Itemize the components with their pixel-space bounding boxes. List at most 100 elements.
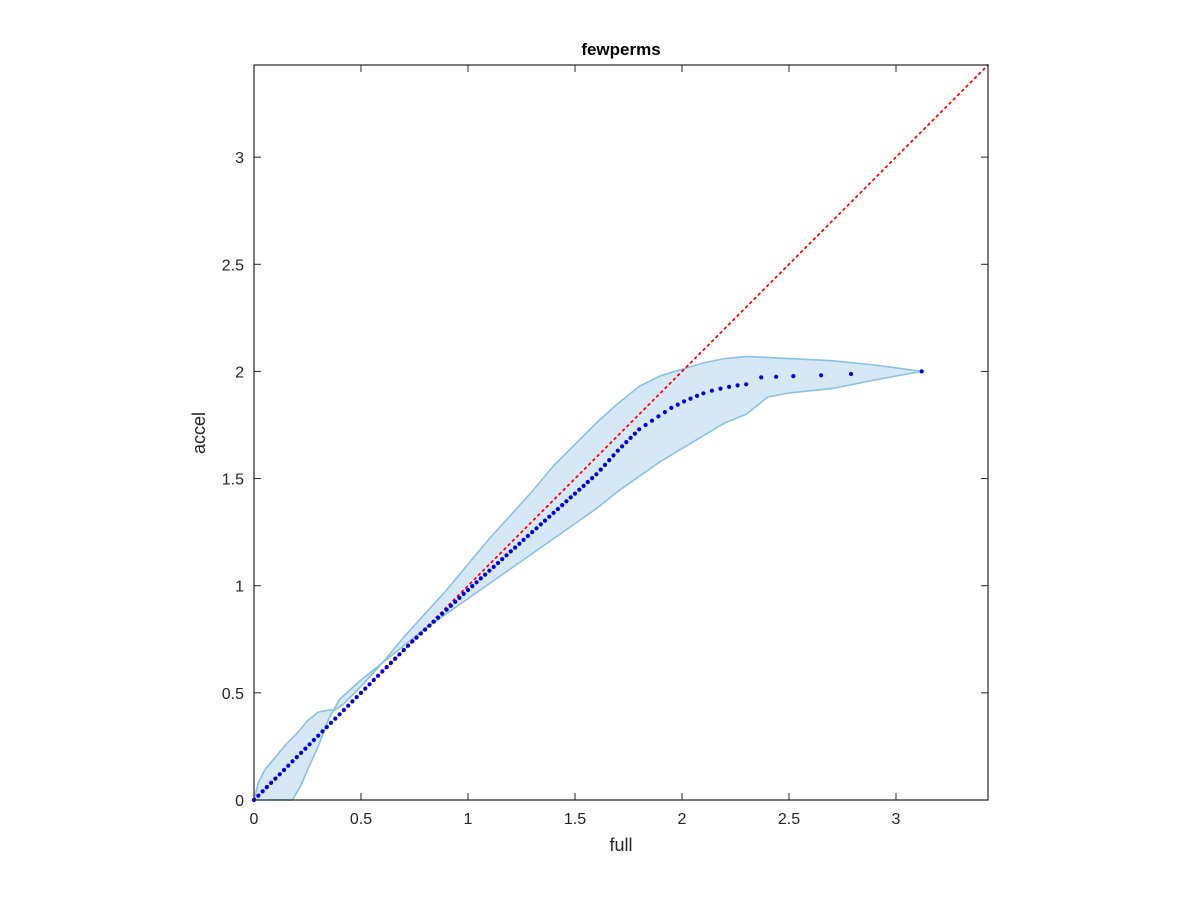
data-point bbox=[759, 375, 764, 380]
x-axis-ticks: 0 0.5 1 1.5 2 2.5 3 bbox=[250, 65, 901, 828]
data-point bbox=[440, 611, 445, 616]
data-point bbox=[560, 503, 565, 508]
data-point bbox=[303, 746, 308, 751]
data-point bbox=[371, 677, 376, 683]
data-point bbox=[791, 374, 796, 379]
data-point bbox=[534, 526, 539, 531]
identity-reference-line bbox=[253, 64, 989, 801]
data-point bbox=[281, 767, 287, 773]
x-tick-label: 2 bbox=[678, 811, 687, 828]
data-point bbox=[264, 785, 269, 790]
data-point bbox=[256, 793, 261, 798]
x-tick-label: 3 bbox=[892, 811, 901, 828]
data-point bbox=[376, 673, 381, 678]
data-point bbox=[286, 763, 291, 768]
data-point bbox=[414, 635, 419, 640]
data-point bbox=[311, 737, 316, 743]
y-tick-label: 1.5 bbox=[222, 472, 244, 489]
data-point bbox=[602, 462, 608, 467]
data-point bbox=[354, 695, 359, 700]
data-point bbox=[508, 549, 513, 554]
chart-title: fewperms bbox=[581, 40, 660, 59]
y-tick-label: 3 bbox=[235, 150, 244, 167]
data-point bbox=[457, 595, 462, 601]
data-point bbox=[525, 533, 531, 539]
data-point bbox=[435, 615, 441, 620]
data-point bbox=[819, 373, 824, 378]
data-point bbox=[487, 568, 492, 573]
data-point bbox=[643, 422, 648, 428]
data-point bbox=[551, 510, 556, 515]
data-point bbox=[465, 587, 471, 593]
data-point bbox=[470, 584, 475, 589]
data-point bbox=[478, 576, 483, 581]
data-points-layer bbox=[251, 369, 924, 803]
data-point bbox=[727, 384, 732, 389]
data-point bbox=[735, 383, 740, 388]
reference-line-layer bbox=[253, 64, 989, 801]
x-tick-label: 1.5 bbox=[564, 811, 586, 828]
data-point bbox=[388, 660, 394, 666]
data-point bbox=[290, 759, 295, 764]
data-point bbox=[694, 393, 700, 398]
data-point bbox=[491, 564, 496, 570]
data-point bbox=[367, 682, 372, 687]
data-point bbox=[538, 522, 543, 527]
data-point bbox=[607, 458, 612, 463]
data-point bbox=[474, 580, 479, 585]
data-point bbox=[744, 382, 749, 387]
data-point bbox=[337, 712, 342, 717]
data-point bbox=[320, 729, 325, 734]
data-point bbox=[431, 619, 436, 624]
data-point bbox=[577, 487, 582, 492]
data-point bbox=[530, 530, 535, 535]
data-point bbox=[615, 448, 620, 453]
data-point bbox=[418, 631, 423, 636]
data-point bbox=[427, 623, 432, 628]
data-point bbox=[346, 703, 351, 708]
data-point bbox=[393, 656, 398, 661]
data-point bbox=[294, 755, 299, 760]
y-tick-label: 0 bbox=[235, 793, 244, 810]
data-point bbox=[585, 479, 590, 485]
data-point bbox=[453, 599, 458, 604]
x-axis-title: full bbox=[609, 835, 632, 855]
data-point bbox=[620, 444, 625, 449]
data-point bbox=[611, 453, 616, 458]
data-point bbox=[363, 686, 368, 691]
data-point bbox=[624, 440, 629, 445]
data-point bbox=[324, 725, 329, 730]
data-point bbox=[307, 742, 312, 747]
y-axis-title: accel bbox=[189, 412, 209, 454]
y-tick-label: 1 bbox=[235, 579, 244, 596]
data-point bbox=[277, 772, 282, 777]
confidence-band-layer bbox=[253, 355, 923, 801]
data-point bbox=[656, 414, 661, 419]
data-point bbox=[542, 518, 548, 523]
data-point bbox=[260, 789, 265, 794]
data-point bbox=[444, 607, 449, 612]
data-point bbox=[919, 369, 924, 374]
data-point bbox=[547, 514, 552, 519]
data-point bbox=[461, 591, 466, 597]
data-point bbox=[669, 405, 674, 410]
data-point bbox=[594, 472, 599, 477]
data-point bbox=[848, 371, 854, 377]
data-point bbox=[682, 399, 687, 404]
data-point bbox=[410, 639, 415, 644]
data-point bbox=[423, 627, 428, 632]
data-point bbox=[517, 541, 522, 546]
data-point bbox=[632, 431, 638, 436]
data-point bbox=[328, 720, 334, 726]
data-point bbox=[269, 780, 274, 786]
x-tick-label: 2.5 bbox=[778, 811, 800, 828]
data-point bbox=[350, 699, 355, 704]
data-point bbox=[581, 483, 586, 488]
data-point bbox=[718, 386, 723, 391]
data-point bbox=[709, 388, 715, 393]
data-point bbox=[384, 665, 389, 670]
x-tick-label: 0.5 bbox=[350, 811, 372, 828]
x-tick-label: 0 bbox=[250, 811, 259, 828]
data-point bbox=[401, 647, 406, 653]
